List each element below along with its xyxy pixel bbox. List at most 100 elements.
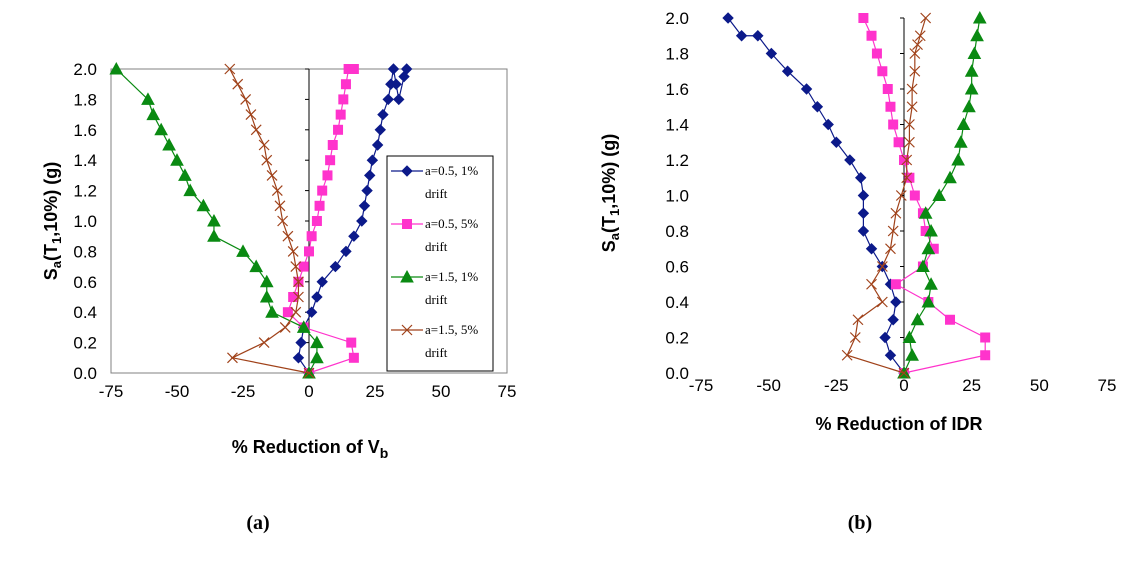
y-tick-label: 1.8 <box>665 45 689 64</box>
y-tick-label: 1.0 <box>665 187 689 206</box>
x-tick-label: -25 <box>231 382 256 401</box>
legend-box <box>386 155 494 372</box>
x-tick-label: 50 <box>1030 376 1049 395</box>
square-marker <box>899 155 909 165</box>
square-marker <box>304 246 314 257</box>
diamond-marker <box>765 47 778 60</box>
square-marker <box>333 124 344 135</box>
legend-label: drift <box>425 186 448 201</box>
diamond-marker <box>857 225 870 237</box>
x-marker <box>876 261 888 272</box>
y-tick-label: 0.8 <box>73 242 97 261</box>
triangle-marker <box>924 223 938 237</box>
y-tick-label: 0.4 <box>73 303 97 322</box>
triangle-marker <box>310 335 324 349</box>
x-marker <box>901 154 913 166</box>
triangle-marker <box>265 305 279 318</box>
x-marker <box>274 200 286 212</box>
square-marker <box>288 292 299 302</box>
x-tick-label: 50 <box>432 382 451 401</box>
x-marker <box>903 119 915 130</box>
y-tick-label: 0.0 <box>665 364 689 383</box>
diamond-marker <box>884 349 897 361</box>
y-tick-labels-b: 0.0 0.2 0.4 0.6 0.8 1.0 1.2 1.4 1.6 1.8 2.0 <box>665 9 689 383</box>
x-tick-label: -50 <box>165 382 190 401</box>
x-marker <box>898 367 910 379</box>
square-marker <box>904 172 915 183</box>
square-marker <box>346 337 357 348</box>
triangle-marker <box>905 348 919 361</box>
square-marker <box>890 279 901 290</box>
square-marker <box>327 140 338 150</box>
triangle-marker <box>943 170 957 184</box>
y-tick-label: 1.8 <box>73 90 97 109</box>
diamond-marker <box>340 245 352 258</box>
diamond-marker <box>781 65 794 77</box>
series-4 <box>224 63 315 379</box>
x-tick-label: -50 <box>756 376 781 395</box>
x-marker <box>914 30 926 42</box>
triangle-marker <box>972 10 987 24</box>
legend-label: a=1.5, 5% <box>425 322 478 337</box>
triangle-marker <box>178 168 192 181</box>
x-marker <box>258 139 270 151</box>
y-tick-label: 0.6 <box>665 258 689 277</box>
x-marker <box>890 207 902 219</box>
x-tick-labels-b: -75 -50 -25 0 25 50 75 <box>689 376 1117 395</box>
triangle-marker <box>970 28 984 42</box>
x-marker <box>303 367 315 379</box>
diamond-marker <box>822 118 834 131</box>
y-axis-label-a: Sa(T1,10%) (g) <box>41 162 64 281</box>
square-marker <box>340 79 351 90</box>
triangle-marker <box>207 213 221 227</box>
square-marker <box>335 109 346 120</box>
x-marker <box>261 154 273 166</box>
y-tick-label: 1.4 <box>73 151 97 170</box>
x-marker <box>841 349 853 361</box>
triangle-marker <box>310 350 324 364</box>
series-line <box>229 68 310 374</box>
x-tick-label: -25 <box>824 376 849 395</box>
square-marker <box>338 94 349 105</box>
square-marker <box>885 101 896 112</box>
diamond-marker <box>371 139 384 151</box>
triangle-marker <box>918 206 933 219</box>
x-marker <box>903 136 915 148</box>
x-tick-label: 25 <box>962 376 981 395</box>
triangle-marker <box>170 153 184 166</box>
square-marker <box>945 314 956 325</box>
square-marker <box>858 13 869 23</box>
x-marker <box>277 215 289 227</box>
x-marker <box>245 109 257 121</box>
x-tick-label: 0 <box>899 376 908 395</box>
triangle-marker <box>916 259 930 272</box>
series-4 <box>841 12 932 379</box>
triangle-marker <box>953 135 968 148</box>
triangle-marker <box>962 99 976 113</box>
triangle-marker <box>259 289 274 303</box>
diamond-marker <box>393 93 405 106</box>
x-marker <box>271 185 283 197</box>
x-marker <box>887 225 899 237</box>
x-tick-label: -75 <box>689 376 714 395</box>
x-marker <box>287 245 299 257</box>
x-marker <box>901 172 913 184</box>
series-line <box>727 17 905 374</box>
square-marker <box>311 216 322 226</box>
x-marker <box>401 324 413 336</box>
x-marker <box>290 306 302 318</box>
y-tick-label: 2.0 <box>73 60 97 79</box>
triangle-marker <box>146 107 161 121</box>
diamond-marker <box>329 260 342 273</box>
x-marker <box>227 352 238 364</box>
legend-a: a=0.5, 1% drift a=0.5, 5% drift a=1.5, 1% dri… <box>386 155 494 372</box>
x-axis-label-a: % Reduction of Vb <box>232 437 389 461</box>
triangle-marker <box>924 277 938 290</box>
series-2 <box>282 64 359 378</box>
triangle-marker <box>141 92 155 105</box>
x-marker <box>849 332 861 343</box>
square-marker <box>348 352 359 363</box>
x-tick-label: -75 <box>99 382 124 401</box>
x-marker <box>250 124 262 136</box>
x-marker <box>866 278 877 290</box>
